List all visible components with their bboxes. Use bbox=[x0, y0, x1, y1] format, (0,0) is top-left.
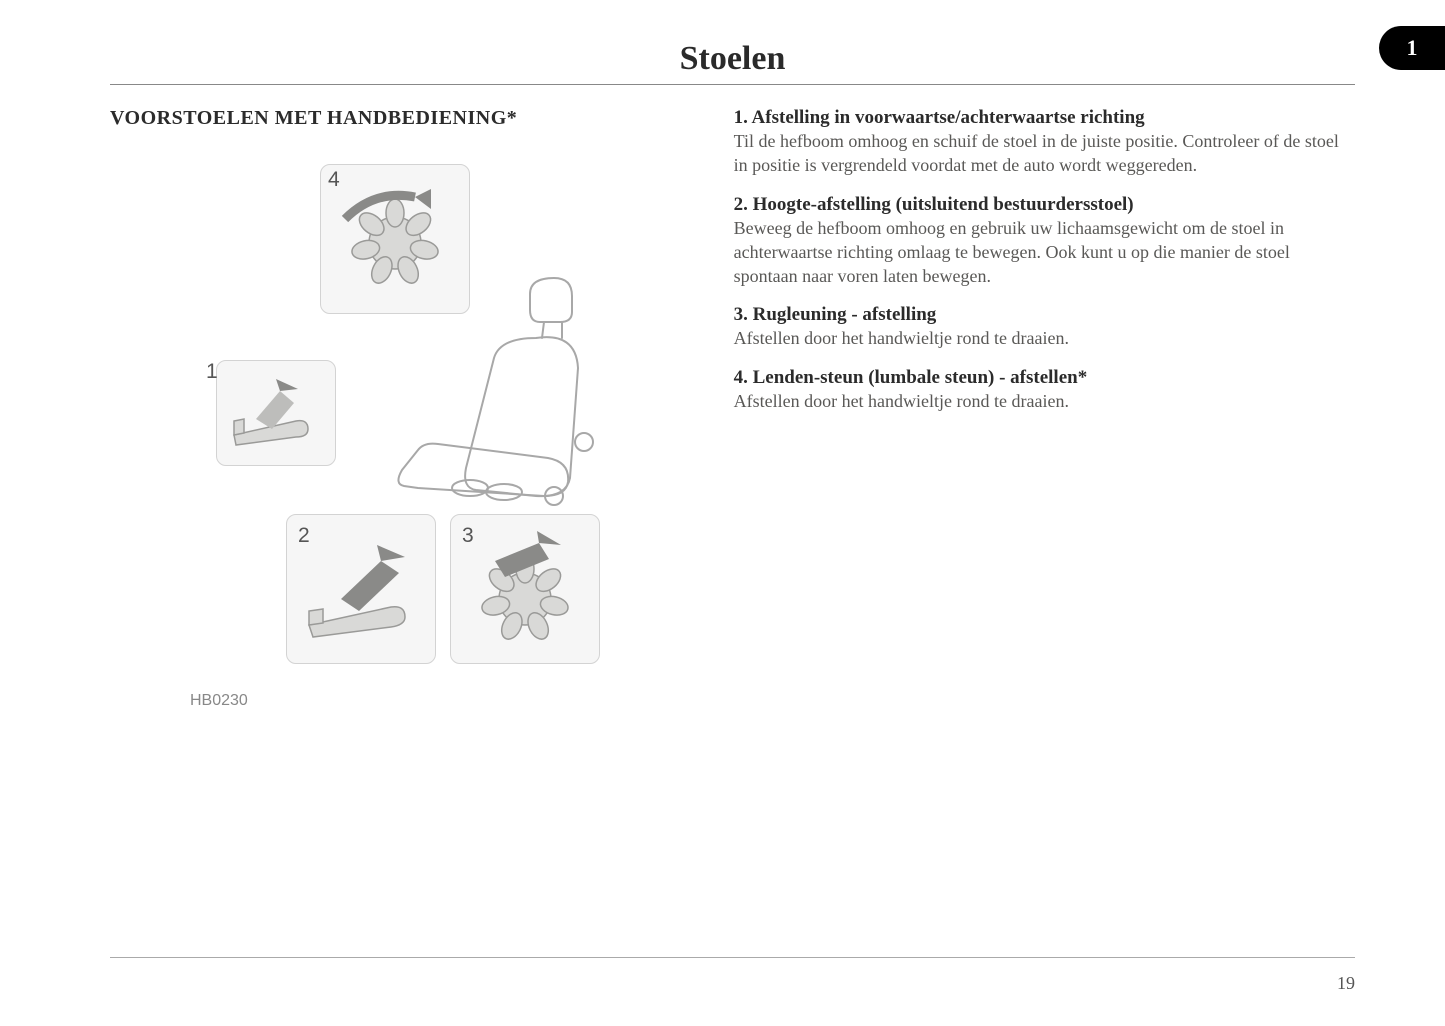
item-body: Til de hefboom omhoog en schuif de stoel… bbox=[734, 129, 1355, 178]
bottom-rule bbox=[110, 957, 1355, 958]
item-body: Beweeg de hefboom omhoog en gebruik uw l… bbox=[734, 216, 1355, 289]
title-rule bbox=[110, 84, 1355, 85]
right-column: 1. Afstelling in voorwaartse/achterwaart… bbox=[734, 107, 1355, 694]
left-column: VOORSTOELEN MET HANDBEDIENING* bbox=[110, 107, 684, 694]
page-number: 19 bbox=[1337, 973, 1355, 994]
instruction-item-1: 1. Afstelling in voorwaartse/achterwaart… bbox=[734, 107, 1355, 178]
content-row: VOORSTOELEN MET HANDBEDIENING* bbox=[110, 107, 1355, 694]
figure-code: HB0230 bbox=[190, 692, 248, 710]
seat-icon bbox=[386, 274, 626, 534]
item-body: Afstellen door het handwieltje rond te d… bbox=[734, 326, 1355, 350]
callout-tile-1 bbox=[216, 360, 336, 466]
recline-knob-icon bbox=[465, 529, 585, 649]
page-title: Stoelen bbox=[110, 40, 1355, 84]
height-lever-icon bbox=[301, 529, 421, 649]
item-body: Afstellen door het handwieltje rond te d… bbox=[734, 389, 1355, 413]
chapter-tab: 1 bbox=[1379, 26, 1445, 70]
seat-illustration: 4 1 2 3 bbox=[150, 154, 590, 694]
slide-lever-icon bbox=[226, 373, 326, 453]
chapter-number: 1 bbox=[1407, 35, 1418, 61]
section-heading: VOORSTOELEN MET HANDBEDIENING* bbox=[110, 107, 684, 130]
callout-label-2: 2 bbox=[298, 524, 310, 548]
callout-label-4: 4 bbox=[328, 168, 340, 192]
callout-label-1: 1 bbox=[206, 360, 218, 384]
item-heading: 3. Rugleuning - afstelling bbox=[734, 304, 1355, 326]
instruction-item-2: 2. Hoogte-afstelling (uitsluitend bestuu… bbox=[734, 194, 1355, 289]
item-heading: 4. Lenden-steun (lumbale steun) - afstel… bbox=[734, 367, 1355, 389]
instruction-item-4: 4. Lenden-steun (lumbale steun) - afstel… bbox=[734, 367, 1355, 413]
item-heading: 1. Afstelling in voorwaartse/achterwaart… bbox=[734, 107, 1355, 129]
item-heading: 2. Hoogte-afstelling (uitsluitend bestuu… bbox=[734, 194, 1355, 216]
instruction-item-3: 3. Rugleuning - afstelling Afstellen doo… bbox=[734, 304, 1355, 350]
